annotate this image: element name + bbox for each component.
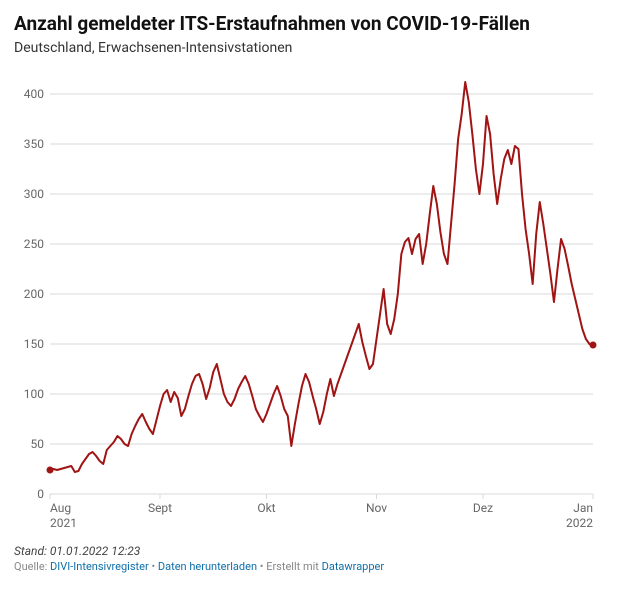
source-link[interactable]: DIVI-Intensivregister	[50, 560, 149, 573]
y-tick-label: 300	[24, 187, 44, 201]
x-tick-label-top: Jan	[573, 501, 593, 515]
stand-value: 01.01.2022 12:23	[50, 544, 140, 558]
y-tick-label: 200	[24, 287, 44, 301]
y-tick-label: 0	[37, 487, 44, 501]
y-tick-label: 150	[24, 337, 44, 351]
chart-title: Anzahl gemeldeter ITS-Erstaufnahmen von …	[14, 12, 605, 36]
x-tick-label-bottom: 2021	[50, 516, 77, 530]
footer-credits: Quelle: DIVI-Intensivregister • Daten he…	[14, 560, 605, 573]
chart-footer: Stand: 01.01.2022 12:23 Quelle: DIVI-Int…	[14, 544, 605, 573]
y-tick-label: 50	[31, 437, 45, 451]
chart-subtitle: Deutschland, Erwachsenen-Intensivstation…	[14, 40, 605, 56]
footer-stand: Stand: 01.01.2022 12:23	[14, 544, 605, 558]
chart-bg	[14, 66, 605, 536]
y-tick-label: 350	[24, 137, 44, 151]
x-tick-label-top: Okt	[257, 501, 275, 515]
y-tick-label: 100	[24, 387, 44, 401]
line-chart-svg: 0 50 100 150 200 250 300 350 400 Aug2021 Sept Okt No…	[14, 66, 605, 536]
stand-label: Stand:	[14, 544, 47, 558]
x-tick-label-top: Nov	[366, 501, 387, 515]
x-tick-label-bottom: 2022	[566, 516, 593, 530]
y-tick-label: 250	[24, 237, 44, 251]
chart-area: 0 50 100 150 200 250 300 350 400 Aug2021 Sept Okt No…	[14, 66, 605, 536]
quelle-label: Quelle:	[14, 560, 47, 573]
end-marker	[590, 341, 597, 348]
x-tick-label-top: Aug	[50, 501, 71, 515]
y-tick-label: 400	[24, 87, 44, 101]
download-link[interactable]: Daten herunterladen	[158, 560, 257, 573]
credit-prefix: Erstellt mit	[266, 560, 319, 573]
x-tick-label-top: Sept	[148, 501, 172, 515]
x-tick-label-top: Dez	[473, 501, 493, 515]
credit-link[interactable]: Datawrapper	[322, 560, 384, 573]
start-marker	[47, 466, 54, 473]
